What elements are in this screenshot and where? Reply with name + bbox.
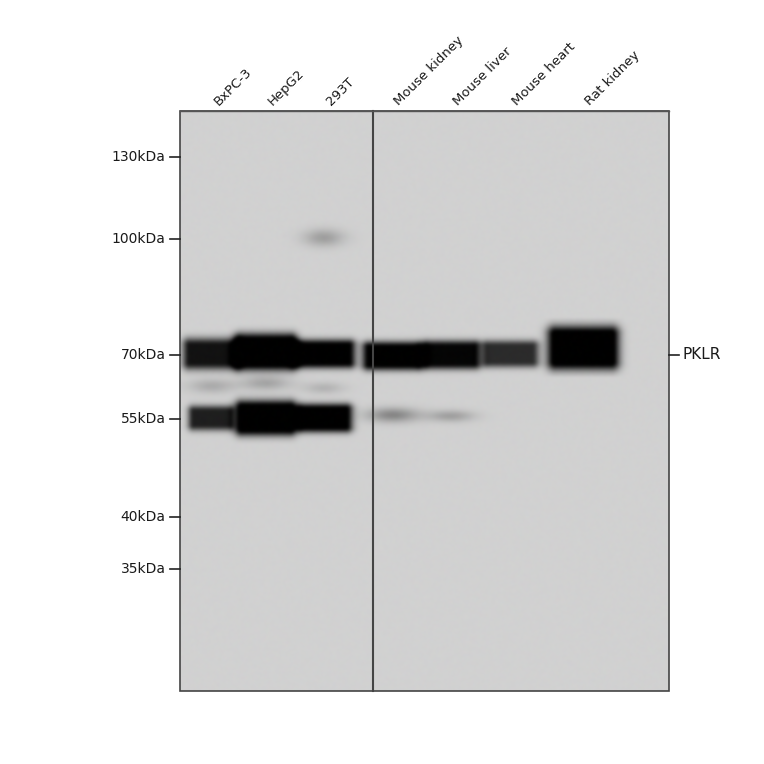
Text: HepG2: HepG2 <box>265 66 306 108</box>
Bar <box>180 111 668 691</box>
Text: Mouse liver: Mouse liver <box>451 44 514 108</box>
Text: 55kDa: 55kDa <box>121 412 166 426</box>
Text: 293T: 293T <box>324 75 357 108</box>
Text: 130kDa: 130kDa <box>112 151 166 164</box>
Text: 70kDa: 70kDa <box>121 348 166 361</box>
Text: 40kDa: 40kDa <box>121 510 166 524</box>
Text: Rat kidney: Rat kidney <box>583 48 643 108</box>
Text: BxPC-3: BxPC-3 <box>212 65 254 108</box>
Text: Mouse heart: Mouse heart <box>510 40 578 108</box>
Text: Mouse kidney: Mouse kidney <box>392 34 467 108</box>
Text: 100kDa: 100kDa <box>112 231 166 245</box>
Text: 35kDa: 35kDa <box>121 562 166 577</box>
Text: PKLR: PKLR <box>682 347 720 362</box>
